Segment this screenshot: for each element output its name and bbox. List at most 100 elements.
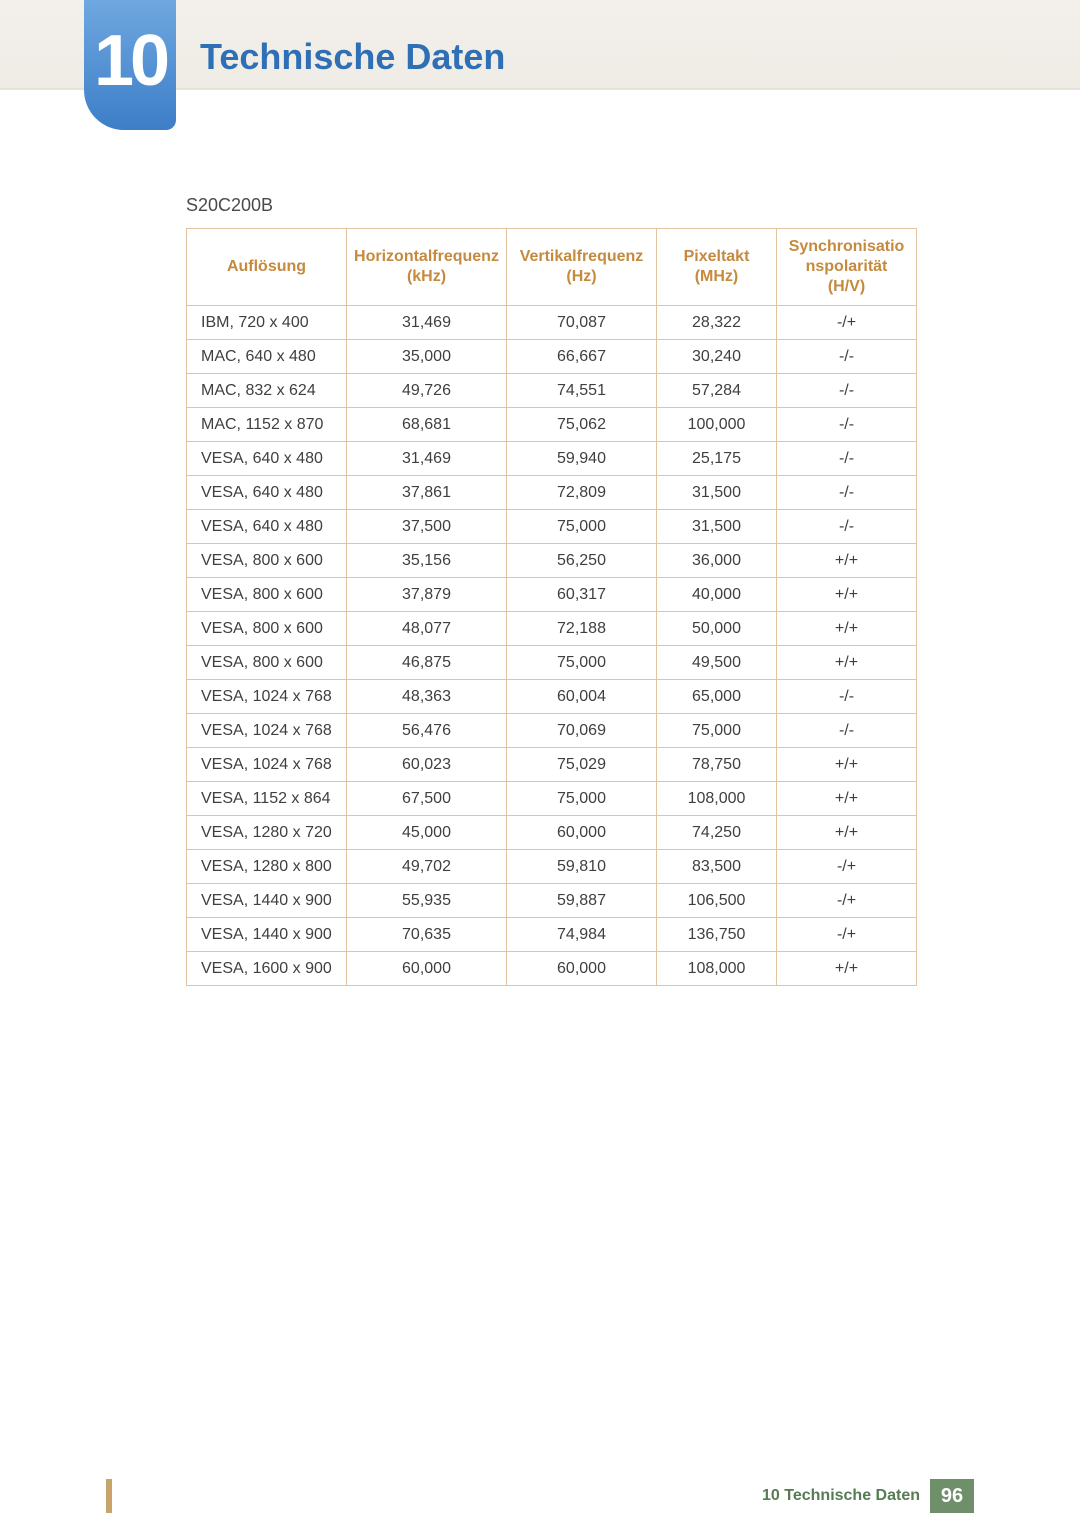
table-cell: 60,023 bbox=[347, 748, 507, 782]
col-header-sub: (Hz) bbox=[566, 268, 596, 285]
table-cell: -/- bbox=[777, 408, 917, 442]
table-cell: 59,940 bbox=[507, 442, 657, 476]
table-cell: 57,284 bbox=[657, 374, 777, 408]
table-row: MAC, 1152 x 87068,68175,062100,000-/- bbox=[187, 408, 917, 442]
table-row: VESA, 800 x 60046,87575,00049,500+/+ bbox=[187, 646, 917, 680]
table-cell: 31,469 bbox=[347, 306, 507, 340]
chapter-badge: 10 bbox=[84, 0, 176, 130]
table-cell: 60,317 bbox=[507, 578, 657, 612]
table-cell: 31,469 bbox=[347, 442, 507, 476]
table-cell: 75,062 bbox=[507, 408, 657, 442]
table-cell: VESA, 1440 x 900 bbox=[187, 884, 347, 918]
col-header-syncpolarity: Synchronisatio nspolarität (H/V) bbox=[777, 229, 917, 306]
col-header-label: Pixeltakt bbox=[684, 248, 750, 265]
table-cell: 68,681 bbox=[347, 408, 507, 442]
model-label: S20C200B bbox=[186, 195, 273, 216]
table-cell: MAC, 832 x 624 bbox=[187, 374, 347, 408]
table-cell: +/+ bbox=[777, 612, 917, 646]
table-cell: 75,000 bbox=[507, 782, 657, 816]
table-cell: -/- bbox=[777, 340, 917, 374]
table-cell: 136,750 bbox=[657, 918, 777, 952]
table-cell: 56,476 bbox=[347, 714, 507, 748]
table-row: VESA, 800 x 60037,87960,31740,000+/+ bbox=[187, 578, 917, 612]
table-cell: -/- bbox=[777, 510, 917, 544]
table-cell: VESA, 640 x 480 bbox=[187, 510, 347, 544]
footer-accent-bar bbox=[106, 1479, 112, 1513]
table-cell: 50,000 bbox=[657, 612, 777, 646]
col-header-label: Auflösung bbox=[227, 258, 306, 275]
table-cell: -/- bbox=[777, 442, 917, 476]
table-cell: 74,250 bbox=[657, 816, 777, 850]
table-cell: 30,240 bbox=[657, 340, 777, 374]
table-cell: -/- bbox=[777, 476, 917, 510]
table-cell: 37,861 bbox=[347, 476, 507, 510]
col-header-label: Horizontalfrequenz bbox=[354, 248, 499, 265]
table-body: IBM, 720 x 40031,46970,08728,322-/+MAC, … bbox=[187, 306, 917, 986]
table-cell: 60,004 bbox=[507, 680, 657, 714]
table-cell: VESA, 640 x 480 bbox=[187, 442, 347, 476]
table-cell: VESA, 800 x 600 bbox=[187, 612, 347, 646]
table-cell: VESA, 1152 x 864 bbox=[187, 782, 347, 816]
table-cell: VESA, 800 x 600 bbox=[187, 646, 347, 680]
table-cell: 36,000 bbox=[657, 544, 777, 578]
footer-right-group: 10 Technische Daten 96 bbox=[762, 1479, 974, 1513]
table-cell: +/+ bbox=[777, 816, 917, 850]
col-header-vfreq: Vertikalfrequenz (Hz) bbox=[507, 229, 657, 306]
table-row: VESA, 800 x 60035,15656,25036,000+/+ bbox=[187, 544, 917, 578]
table-cell: 66,667 bbox=[507, 340, 657, 374]
table-cell: -/+ bbox=[777, 918, 917, 952]
table-cell: +/+ bbox=[777, 952, 917, 986]
col-header-sub: (kHz) bbox=[407, 268, 446, 285]
table-cell: VESA, 800 x 600 bbox=[187, 544, 347, 578]
table-cell: 46,875 bbox=[347, 646, 507, 680]
table-cell: -/+ bbox=[777, 306, 917, 340]
table-cell: 55,935 bbox=[347, 884, 507, 918]
table-cell: -/+ bbox=[777, 850, 917, 884]
table-row: VESA, 640 x 48037,50075,00031,500-/- bbox=[187, 510, 917, 544]
col-header-pixelclock: Pixeltakt (MHz) bbox=[657, 229, 777, 306]
table-cell: 108,000 bbox=[657, 952, 777, 986]
page-title: Technische Daten bbox=[200, 36, 505, 78]
page-root: 10 Technische Daten S20C200B Auflösung H… bbox=[0, 0, 1080, 1527]
table-cell: 67,500 bbox=[347, 782, 507, 816]
table-header-row: Auflösung Horizontalfrequenz (kHz) Verti… bbox=[187, 229, 917, 306]
table-cell: VESA, 640 x 480 bbox=[187, 476, 347, 510]
table-cell: 100,000 bbox=[657, 408, 777, 442]
table-cell: 25,175 bbox=[657, 442, 777, 476]
table-cell: 106,500 bbox=[657, 884, 777, 918]
footer-section-label: 10 Technische Daten bbox=[762, 1487, 920, 1505]
table-row: VESA, 800 x 60048,07772,18850,000+/+ bbox=[187, 612, 917, 646]
col-header-label: Synchronisatio bbox=[789, 238, 905, 255]
table-cell: 40,000 bbox=[657, 578, 777, 612]
table-cell: -/+ bbox=[777, 884, 917, 918]
table-cell: -/- bbox=[777, 714, 917, 748]
table-cell: VESA, 1024 x 768 bbox=[187, 680, 347, 714]
table-cell: 70,069 bbox=[507, 714, 657, 748]
table-row: VESA, 1152 x 86467,50075,000108,000+/+ bbox=[187, 782, 917, 816]
table-cell: 59,887 bbox=[507, 884, 657, 918]
table-cell: 60,000 bbox=[507, 952, 657, 986]
table-cell: 59,810 bbox=[507, 850, 657, 884]
chapter-number: 10 bbox=[94, 20, 166, 102]
table-cell: +/+ bbox=[777, 646, 917, 680]
table-cell: 75,000 bbox=[507, 646, 657, 680]
col-header-resolution: Auflösung bbox=[187, 229, 347, 306]
table-cell: 74,551 bbox=[507, 374, 657, 408]
table-cell: 83,500 bbox=[657, 850, 777, 884]
table-cell: 49,702 bbox=[347, 850, 507, 884]
table-cell: 70,635 bbox=[347, 918, 507, 952]
table-cell: -/- bbox=[777, 680, 917, 714]
table-cell: 60,000 bbox=[507, 816, 657, 850]
table-cell: VESA, 800 x 600 bbox=[187, 578, 347, 612]
table-cell: 35,000 bbox=[347, 340, 507, 374]
table-row: VESA, 640 x 48037,86172,80931,500-/- bbox=[187, 476, 917, 510]
table-cell: 48,363 bbox=[347, 680, 507, 714]
table-cell: 108,000 bbox=[657, 782, 777, 816]
table-cell: 49,500 bbox=[657, 646, 777, 680]
table-cell: 75,000 bbox=[507, 510, 657, 544]
table-row: VESA, 1600 x 90060,00060,000108,000+/+ bbox=[187, 952, 917, 986]
table-header: Auflösung Horizontalfrequenz (kHz) Verti… bbox=[187, 229, 917, 306]
table-cell: 75,029 bbox=[507, 748, 657, 782]
table-row: VESA, 640 x 48031,46959,94025,175-/- bbox=[187, 442, 917, 476]
table-cell: 56,250 bbox=[507, 544, 657, 578]
